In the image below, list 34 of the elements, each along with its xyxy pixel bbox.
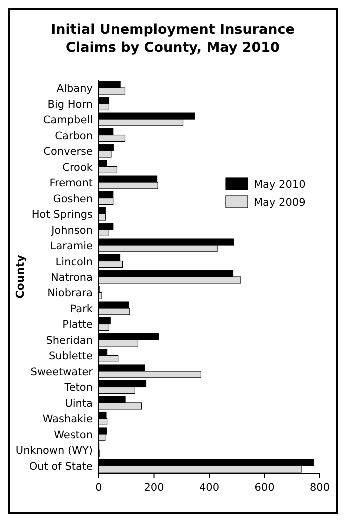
legend-label: May 2009 (254, 197, 306, 209)
y-tick-label: Natrona (50, 272, 93, 284)
y-tick-label: Sublette (48, 350, 93, 363)
x-tick-label: 800 (310, 482, 330, 494)
x-tick-label: 0 (96, 482, 102, 494)
y-axis-title: County (14, 255, 27, 299)
chart-title: Initial Unemployment Insurance Claims by County, May 2010 (51, 22, 295, 56)
y-tick-label: Niobrara (48, 288, 93, 300)
y-tick-label: Weston (54, 429, 93, 442)
y-tick-label: Sweetwater (30, 366, 94, 378)
y-tick-label: Converse (44, 146, 93, 158)
y-tick-label: Fremont (50, 178, 93, 190)
y-tick-label: Unknown (WY) (16, 445, 93, 458)
y-tick-label: Goshen (53, 193, 93, 206)
y-tick-label: Teton (64, 382, 93, 394)
y-tick-label: Albany (56, 83, 93, 96)
y-tick-label: Campbell (43, 114, 93, 127)
y-tick-label: Carbon (55, 130, 93, 142)
y-tick-label: Uinta (65, 398, 93, 410)
y-tick-label: Out of State (29, 460, 93, 473)
x-tick-label: 600 (254, 482, 275, 494)
legend-label: May 2010 (254, 179, 306, 191)
x-tick-label: 200 (144, 482, 164, 494)
y-tick-label: Lincoln (56, 256, 93, 268)
x-tick-label: 400 (199, 482, 220, 494)
y-tick-label: Park (70, 303, 94, 316)
y-tick-label: Hot Springs (32, 209, 93, 222)
y-tick-label: Sheridan (46, 334, 93, 347)
y-tick-label: Big Horn (48, 98, 93, 111)
y-tick-label: Washakie (42, 414, 93, 426)
y-tick-label: Johnson (50, 224, 93, 237)
y-tick-label: Crook (62, 162, 94, 174)
y-tick-label: Laramie (50, 240, 93, 253)
y-tick-label: Platte (62, 319, 93, 332)
